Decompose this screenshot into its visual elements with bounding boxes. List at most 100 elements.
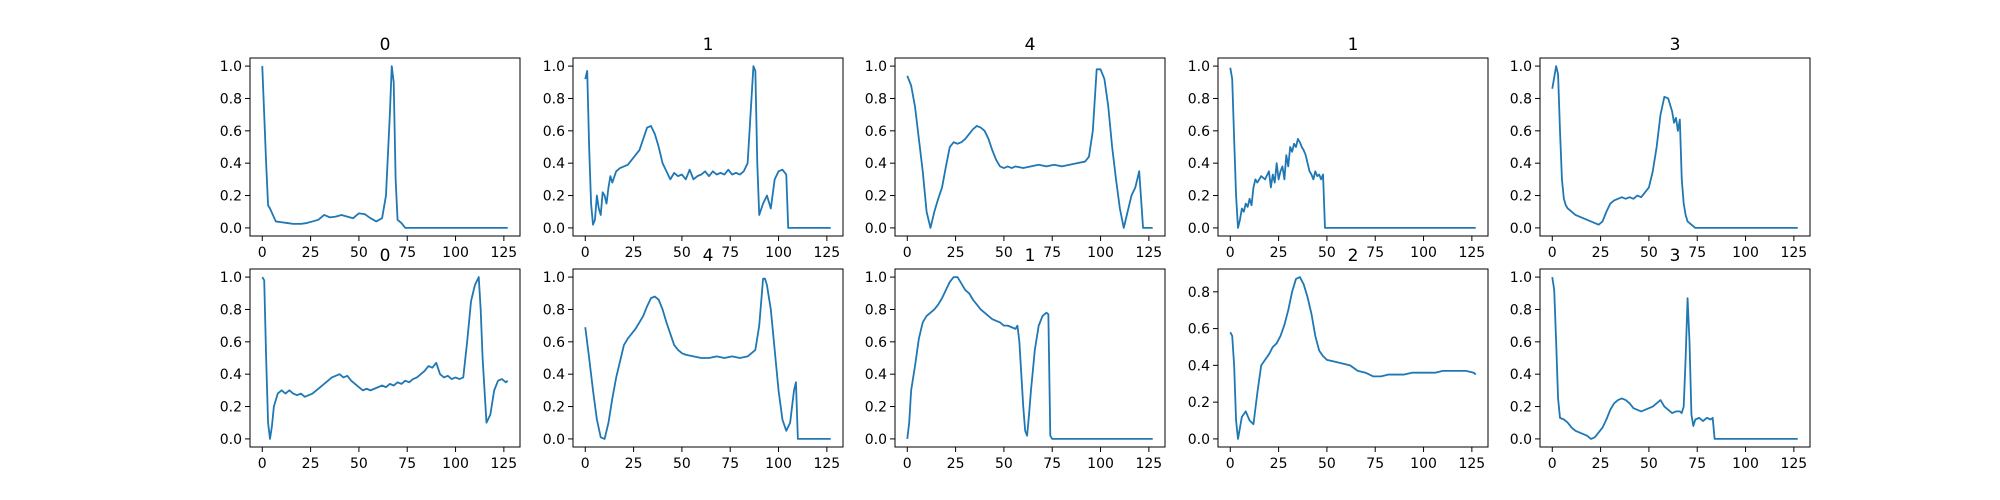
panel-5: 0 25 50 75 100 125 0.0 0.2 0.4 0.6 0.8 1.0 0 <box>220 246 521 472</box>
x-tick-label: 125 <box>1780 456 1807 472</box>
axes-frame <box>572 268 844 448</box>
y-tick-label: 0.6 <box>220 335 242 351</box>
y-tick-label: 0.2 <box>865 189 887 205</box>
x-tick-label: 0 <box>903 456 912 472</box>
x-tick-label: 100 <box>765 456 792 472</box>
series-line <box>584 65 831 229</box>
y-tick-label: 0.4 <box>865 156 887 172</box>
x-tick-label: 50 <box>673 456 691 472</box>
x-tick-label: 125 <box>1135 456 1162 472</box>
x-tick-label: 100 <box>765 245 792 261</box>
axes-frame <box>1217 268 1489 448</box>
x-tick-label: 100 <box>1087 456 1114 472</box>
x-tick-label: 50 <box>1318 245 1336 261</box>
y-tick-label: 0.2 <box>220 400 242 416</box>
x-tick-label: 100 <box>1732 245 1759 261</box>
x-tick-label: 25 <box>302 456 320 472</box>
y-tick-label: 0.6 <box>1510 124 1532 140</box>
y-tick-label: 0.2 <box>543 400 565 416</box>
x-tick-label: 0 <box>258 245 267 261</box>
y-tick-label: 1.0 <box>865 59 887 75</box>
y-tick-label: 0.0 <box>1188 432 1210 448</box>
y-tick-label: 1.0 <box>220 270 242 286</box>
y-tick-label: 0.4 <box>543 156 565 172</box>
panel-6: 0 25 50 75 100 125 0.0 0.2 0.4 0.6 0.8 1.0 4 <box>543 246 844 472</box>
y-tick-label: 0.4 <box>865 367 887 383</box>
x-tick-label: 125 <box>813 245 840 261</box>
y-tick-label: 0.8 <box>1188 91 1210 107</box>
x-tick-label: 75 <box>1043 456 1061 472</box>
x-tick-label: 125 <box>1135 245 1162 261</box>
y-tick-label: 1.0 <box>543 59 565 75</box>
axes-frame <box>249 57 521 237</box>
panel-title: 1 <box>1025 246 1036 266</box>
y-tick-label: 0.4 <box>543 367 565 383</box>
x-tick-label: 0 <box>581 456 590 472</box>
series-line <box>906 68 1153 229</box>
axes-frame <box>572 57 844 237</box>
y-tick-label: 0.8 <box>865 91 887 107</box>
x-tick-label: 50 <box>1640 245 1658 261</box>
x-tick-label: 100 <box>1087 245 1114 261</box>
y-tick-label: 1.0 <box>220 59 242 75</box>
x-tick-label: 75 <box>398 245 416 261</box>
x-tick-label: 50 <box>1318 456 1336 472</box>
x-tick-label: 75 <box>398 456 416 472</box>
y-tick-label: 0.6 <box>1510 335 1532 351</box>
y-tick-label: 0.0 <box>220 221 242 237</box>
y-tick-label: 0.2 <box>1510 400 1532 416</box>
x-tick-label: 0 <box>1226 245 1235 261</box>
x-tick-label: 25 <box>1592 245 1610 261</box>
y-tick-label: 0.0 <box>1510 432 1532 448</box>
axes-frame <box>894 268 1166 448</box>
y-tick-label: 0.4 <box>1510 156 1532 172</box>
x-tick-label: 125 <box>490 456 517 472</box>
y-tick-label: 0.6 <box>1188 124 1210 140</box>
y-tick-label: 0.4 <box>1510 367 1532 383</box>
panel-title: 0 <box>380 35 391 55</box>
x-tick-label: 50 <box>673 245 691 261</box>
x-tick-label: 75 <box>721 456 739 472</box>
y-tick-label: 0.0 <box>1188 221 1210 237</box>
y-tick-label: 0.6 <box>543 124 565 140</box>
axes-frame <box>1539 268 1811 448</box>
y-tick-label: 0.2 <box>543 189 565 205</box>
x-tick-label: 125 <box>1780 245 1807 261</box>
x-tick-label: 25 <box>1592 456 1610 472</box>
x-tick-label: 50 <box>995 456 1013 472</box>
series-line <box>1551 276 1798 440</box>
y-tick-label: 0.2 <box>1510 189 1532 205</box>
panel-title: 4 <box>703 246 714 266</box>
x-tick-label: 50 <box>350 245 368 261</box>
y-tick-label: 0.6 <box>865 124 887 140</box>
y-tick-label: 0.2 <box>1188 395 1210 411</box>
x-tick-label: 0 <box>258 456 267 472</box>
panel-8: 0 25 50 75 100 125 0.0 0.2 0.4 0.6 0.8 2 <box>1188 246 1489 472</box>
x-tick-label: 100 <box>1410 245 1437 261</box>
x-tick-label: 75 <box>721 245 739 261</box>
x-tick-label: 125 <box>1458 245 1485 261</box>
panel-3: 0 25 50 75 100 125 0.0 0.2 0.4 0.6 0.8 1.0 1 <box>1188 35 1489 261</box>
y-tick-label: 0.6 <box>1188 322 1210 338</box>
x-tick-label: 25 <box>1270 245 1288 261</box>
x-tick-label: 25 <box>947 456 965 472</box>
x-tick-label: 75 <box>1688 456 1706 472</box>
y-tick-label: 1.0 <box>543 270 565 286</box>
x-tick-label: 100 <box>442 245 469 261</box>
x-tick-label: 0 <box>1548 245 1557 261</box>
x-tick-label: 100 <box>1410 456 1437 472</box>
y-tick-label: 0.8 <box>220 91 242 107</box>
y-tick-label: 0.4 <box>220 367 242 383</box>
x-tick-label: 25 <box>625 245 643 261</box>
y-tick-label: 1.0 <box>1510 59 1532 75</box>
panel-title: 2 <box>1348 246 1359 266</box>
y-tick-label: 1.0 <box>865 270 887 286</box>
panel-title: 1 <box>1348 35 1359 55</box>
series-line <box>584 277 831 440</box>
series-line <box>261 276 509 440</box>
x-tick-label: 50 <box>350 456 368 472</box>
y-tick-label: 0.8 <box>1510 91 1532 107</box>
x-tick-label: 75 <box>1366 456 1384 472</box>
panel-4: 0 25 50 75 100 125 0.0 0.2 0.4 0.6 0.8 1.0 3 <box>1510 35 1811 261</box>
